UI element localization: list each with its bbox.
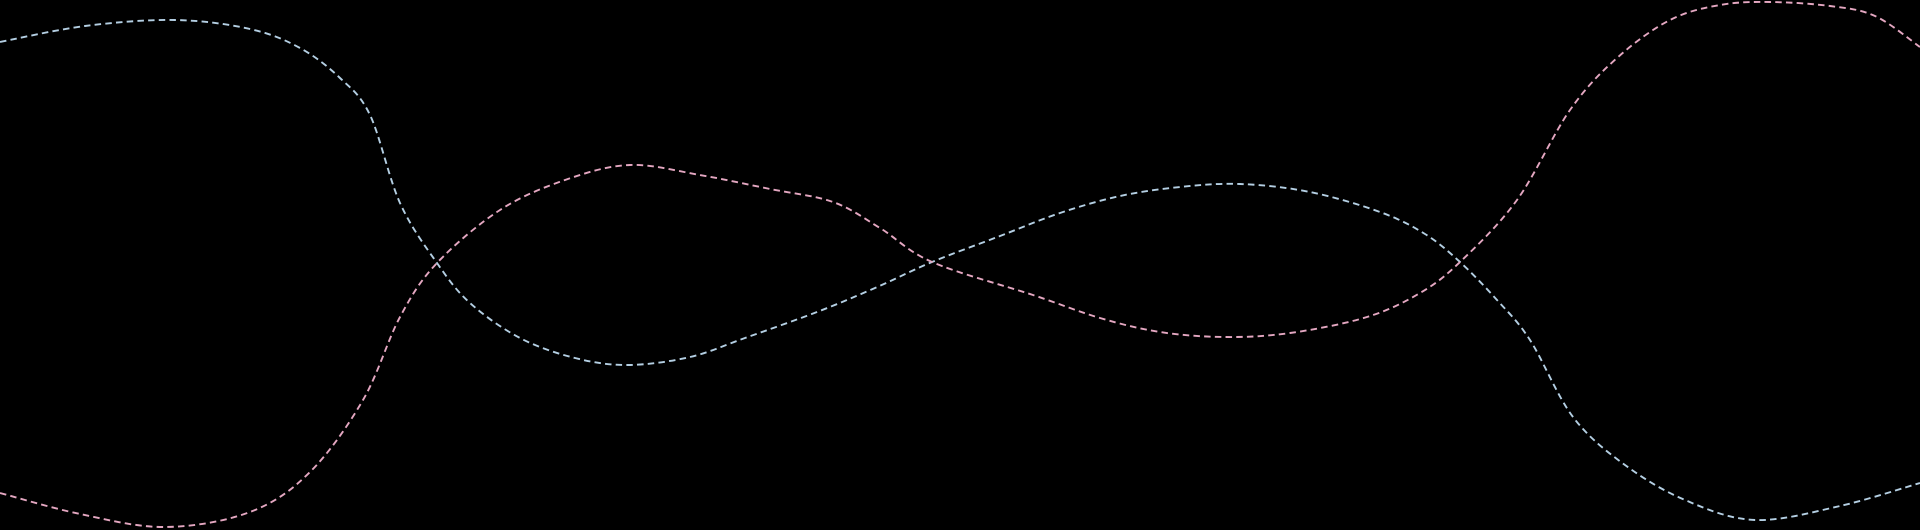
blue-dashed-curve — [0, 18, 1920, 521]
